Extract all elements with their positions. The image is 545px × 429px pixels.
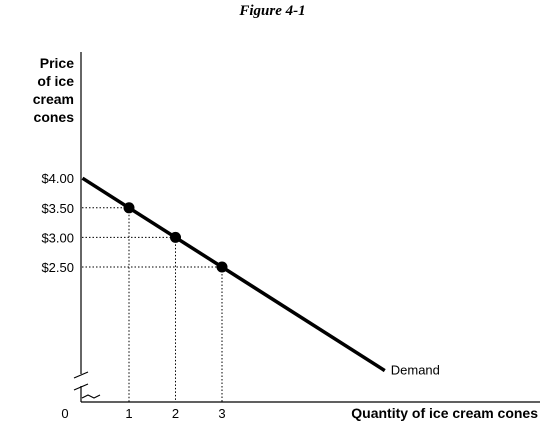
y-axis-label: Price of ice cream cones (33, 55, 74, 125)
demand-point (170, 231, 181, 243)
x-tick-label: 1 (125, 406, 132, 421)
x-tick-label: 3 (218, 406, 225, 421)
demand-points (123, 202, 228, 273)
demand-label: Demand (391, 363, 440, 378)
axes (73, 52, 540, 403)
y-axis-label-line: of ice (37, 73, 74, 89)
figure-title: Figure 4-1 (239, 3, 306, 19)
y-axis-label-line: cones (34, 109, 75, 125)
demand-point (123, 202, 135, 214)
y-tick-label: $4.00 (41, 171, 74, 186)
demand-point (216, 261, 228, 273)
axis-break-mark (73, 371, 101, 399)
y-tick-label: $3.50 (41, 201, 74, 216)
y-tick-label: $3.00 (41, 230, 74, 245)
x-tick-labels: 0 1 2 3 (61, 406, 225, 421)
y-tick-labels: $4.00 $3.50 $3.00 $2.50 (41, 171, 74, 275)
x-axis-label: Quantity of ice cream cones (351, 405, 538, 421)
x-origin-label: 0 (61, 406, 68, 421)
dotted-guides (82, 207, 223, 402)
y-axis-label-line: cream (33, 91, 74, 107)
x-tick-label: 2 (172, 406, 179, 421)
y-tick-label: $2.50 (41, 260, 74, 275)
y-axis-label-line: Price (40, 55, 74, 71)
